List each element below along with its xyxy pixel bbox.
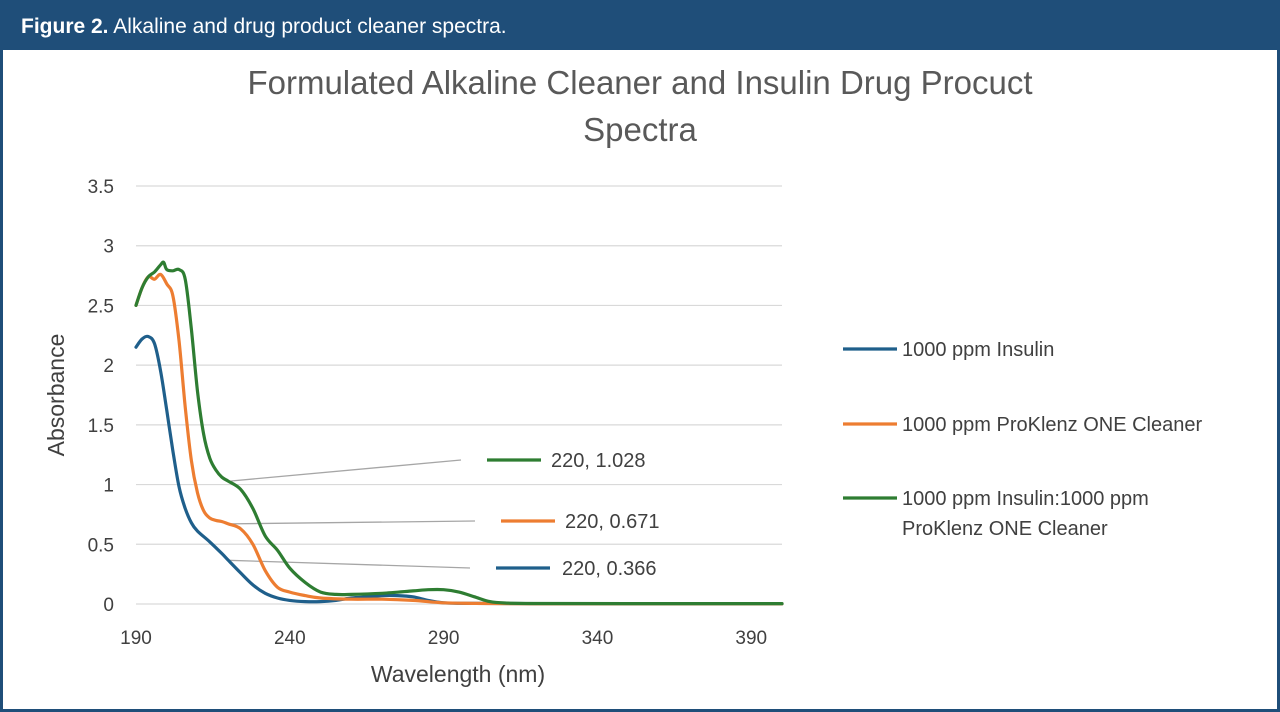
x-tick-label: 390 — [735, 628, 767, 649]
legend-entry-insulin: 1000 ppm Insulin — [902, 339, 1054, 361]
point-label-cleaner: 220, 0.671 — [565, 511, 660, 533]
y-tick-label: 1 — [103, 476, 114, 497]
y-axis-label: Absorbance — [43, 334, 69, 457]
leader-line — [228, 559, 471, 569]
point-labels: 220, 0.366 220, 0.671 220, 1.028 — [487, 450, 660, 580]
legend-entry-insulin-cleaner-mix: 1000 ppm Insulin:1000 ppm ProKlenz ONE Cl… — [902, 488, 1149, 540]
y-tick-label: 2 — [103, 356, 114, 377]
series-lines — [134, 260, 784, 606]
leader-line — [228, 520, 476, 525]
point-label-insulin-cleaner-mix: 220, 1.028 — [551, 450, 646, 472]
label-leader-lines — [228, 459, 476, 569]
x-tick-label: 340 — [582, 628, 614, 649]
y-tick-label: 0 — [103, 595, 114, 616]
y-tick-label: 2.5 — [88, 296, 114, 317]
x-axis-label: Wavelength (nm) — [371, 661, 545, 687]
x-tick-labels: 190 240 290 340 390 — [120, 628, 767, 649]
chart-title-line-1: Formulated Alkaline Cleaner and Insulin … — [247, 64, 1032, 101]
figure-caption-label: Figure 2. — [21, 15, 109, 38]
leader-line — [228, 459, 462, 482]
x-tick-label: 240 — [274, 628, 306, 649]
legend-entry-cleaner: 1000 ppm ProKlenz ONE Cleaner — [902, 414, 1202, 436]
point-label-insulin: 220, 0.366 — [562, 558, 657, 580]
x-tick-label: 190 — [120, 628, 152, 649]
figure-caption-text: Alkaline and drug product cleaner spectr… — [113, 15, 507, 38]
y-tick-label: 3.5 — [88, 177, 114, 198]
y-tick-label: 0.5 — [88, 535, 114, 556]
chart-title-line-2: Spectra — [583, 111, 697, 148]
series-line-insulin — [134, 334, 784, 606]
y-tick-labels: 0 0.5 1 1.5 2 2.5 3 3.5 — [88, 177, 114, 616]
y-tick-label: 3 — [103, 237, 114, 258]
y-tick-label: 1.5 — [88, 416, 114, 437]
gridlines — [136, 185, 782, 605]
figure-caption-bar: Figure 2. Alkaline and drug product clea… — [3, 3, 1277, 50]
legend: 1000 ppm Insulin 1000 ppm ProKlenz ONE Cl… — [843, 339, 1202, 540]
series-line-insulin-cleaner-mix — [134, 260, 784, 606]
x-tick-label: 290 — [428, 628, 460, 649]
series-line-cleaner — [134, 272, 784, 606]
